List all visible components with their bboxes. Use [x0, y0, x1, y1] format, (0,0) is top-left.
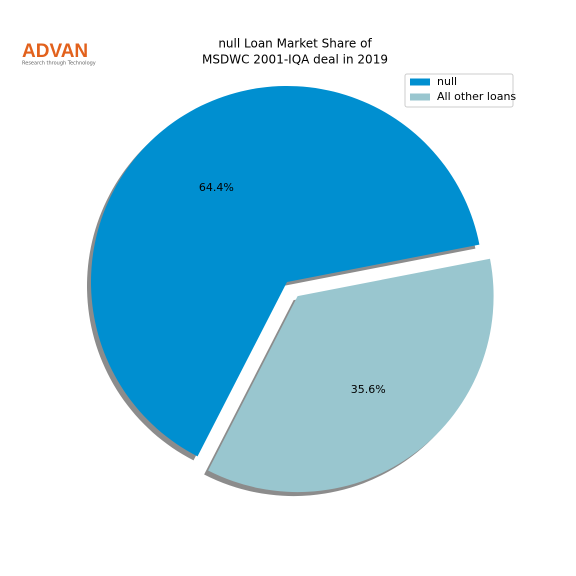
chart-title: null Loan Market Share of: [218, 37, 372, 51]
logo-text: ADVAN: [22, 41, 88, 62]
pie-slice: [90, 85, 480, 457]
legend-label: null: [437, 75, 457, 88]
pie-slice: [208, 258, 494, 493]
legend-swatch: [410, 78, 430, 86]
value-label: 35.6%: [351, 383, 386, 396]
legend-box: [404, 73, 514, 108]
legend-label: All other loans: [437, 90, 516, 103]
legend-swatch: [410, 93, 430, 101]
logo-tagline: Research through Technology: [22, 61, 96, 67]
value-label: 64.4%: [199, 181, 234, 194]
chart-title: MSDWC 2001-IQA deal in 2019: [202, 53, 388, 67]
